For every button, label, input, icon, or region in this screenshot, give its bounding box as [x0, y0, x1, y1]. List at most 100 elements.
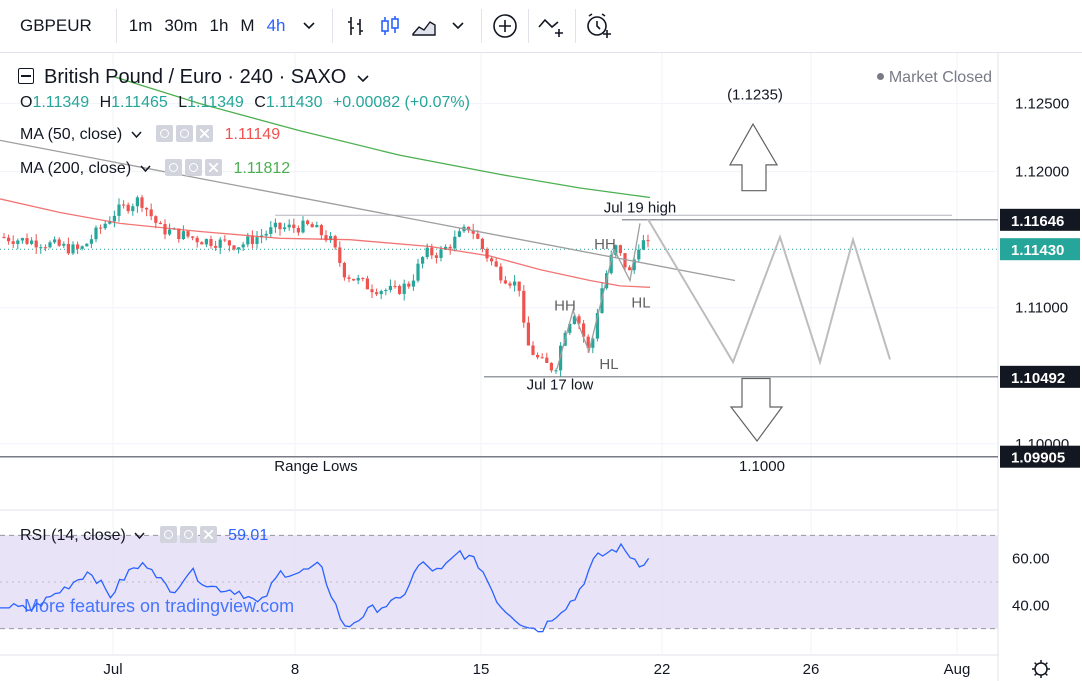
candle-body: [227, 240, 231, 246]
candle-body: [342, 262, 346, 278]
price-tick-label: 1.12000: [1015, 164, 1069, 181]
candle-body: [641, 240, 645, 250]
chart-annotation: HH: [594, 236, 616, 253]
rsi-value: 59.01: [228, 527, 269, 544]
collapse-icon[interactable]: [18, 68, 34, 84]
candle-body: [131, 206, 135, 212]
chevron-down-icon[interactable]: [292, 9, 326, 43]
candle-body: [112, 215, 116, 222]
time-tick-label: 22: [654, 661, 671, 678]
chevron-down-icon[interactable]: [357, 74, 369, 83]
up-arrow-icon: [728, 122, 779, 192]
candle-body: [402, 283, 406, 294]
candle-body: [614, 245, 618, 256]
candle-body: [457, 231, 461, 237]
open-value: 1.11349: [32, 94, 90, 111]
candle-body: [296, 228, 300, 233]
zigzag-pattern: [556, 223, 641, 370]
candle-body: [76, 244, 80, 249]
gear-icon-tooth: [1034, 662, 1038, 666]
interval-1m-button[interactable]: 1m: [128, 16, 153, 35]
area-chart-icon[interactable]: [407, 9, 441, 43]
candle-body: [2, 236, 6, 238]
eye-icon[interactable]: [156, 125, 174, 142]
close-icon[interactable]: [205, 159, 223, 176]
symbol-search[interactable]: GBPEUR: [20, 16, 92, 35]
candle-body: [393, 285, 397, 287]
eye-icon[interactable]: [159, 526, 177, 543]
add-indicator-icon[interactable]: [488, 9, 522, 43]
rsi-line: [0, 542, 650, 633]
close-icon[interactable]: [196, 125, 214, 142]
candle-body: [338, 247, 342, 263]
candle-body: [646, 240, 650, 242]
price-label-text: 1.09905: [1011, 450, 1065, 467]
chevron-down-icon[interactable]: [134, 532, 145, 540]
compare-icon[interactable]: [535, 9, 569, 43]
candle-body: [200, 242, 204, 245]
candle-body: [43, 247, 47, 249]
status-dot-icon: [876, 73, 884, 80]
candle-body: [7, 237, 11, 242]
watermark-text[interactable]: More features on tradingview.com: [24, 596, 295, 616]
candle-body: [195, 237, 199, 243]
ma50-line: [0, 198, 651, 288]
candles-icon[interactable]: [373, 9, 407, 43]
chart-title: British Pound / Euro · 240 · SAXO: [44, 66, 347, 88]
bar-chart-icon[interactable]: [339, 9, 373, 43]
interval-4h-button[interactable]: 4h: [266, 16, 286, 35]
ma200-value: 1.11812: [233, 160, 291, 177]
candle-body: [186, 231, 190, 237]
candle-body: [490, 258, 494, 262]
interval-m-button[interactable]: M: [240, 16, 255, 35]
candle-body: [333, 236, 337, 248]
candle-body: [278, 222, 282, 230]
chart-title-row: British Pound / Euro · 240 · SAXO: [18, 66, 369, 89]
candlestick-series: [2, 194, 650, 377]
candle-body: [430, 247, 434, 256]
alert-icon[interactable]: [582, 9, 616, 43]
ma50-label[interactable]: MA (50, close): [20, 126, 123, 143]
candle-body: [324, 235, 328, 241]
price-label-box: [1000, 238, 1080, 261]
market-status: Market Closed: [876, 69, 992, 87]
chevron-down-icon[interactable]: [441, 9, 475, 43]
candle-body: [11, 241, 15, 244]
price-axis: 1.125001.120001.110001.100001.116461.114…: [999, 53, 1082, 681]
time-tick-label: Aug: [944, 661, 971, 678]
candle-body: [241, 244, 245, 248]
interval-1h-button[interactable]: 1h: [209, 16, 229, 35]
toolbar-divider: [527, 9, 529, 43]
candle-body: [246, 236, 250, 245]
ma200-label[interactable]: MA (200, close): [20, 160, 132, 177]
candle-body: [16, 240, 20, 244]
eye-icon[interactable]: [165, 159, 183, 176]
candle-body: [237, 247, 241, 250]
candle-body: [503, 280, 507, 284]
high-value: 1.11465: [111, 94, 168, 111]
price-tick-label: 1.12500: [1015, 96, 1069, 113]
candle-body: [126, 204, 130, 212]
candle-body: [310, 224, 314, 228]
settings-icon[interactable]: [176, 125, 194, 142]
price-chart[interactable]: (1.1235) Jul 19 high HH HH HL HL Jul 17 low Ran…: [0, 53, 1082, 681]
interval-30m-button[interactable]: 30m: [164, 16, 198, 35]
chevron-down-icon[interactable]: [140, 165, 151, 173]
price-label-box: [1000, 208, 1080, 231]
close-icon[interactable]: [199, 526, 217, 543]
chart-annotation: Jul 19 high: [604, 199, 677, 216]
chevron-down-icon[interactable]: [131, 131, 142, 139]
candle-body: [471, 230, 475, 234]
rsi-tick-label: 60.00: [1012, 551, 1050, 568]
candle-body: [540, 357, 544, 359]
toolbar-divider: [480, 9, 482, 43]
annotation-labels: (1.1235) Jul 19 high HH HH HL HL Jul 17 low Ran…: [274, 87, 785, 475]
low-value: 1.11349: [187, 94, 244, 111]
settings-icon[interactable]: [179, 526, 197, 543]
candle-body: [232, 245, 236, 250]
candle-body: [572, 316, 576, 324]
candle-body: [163, 224, 167, 235]
toolbar-divider: [115, 9, 117, 43]
rsi-label[interactable]: RSI (14, close): [20, 527, 126, 544]
settings-icon[interactable]: [185, 159, 203, 176]
